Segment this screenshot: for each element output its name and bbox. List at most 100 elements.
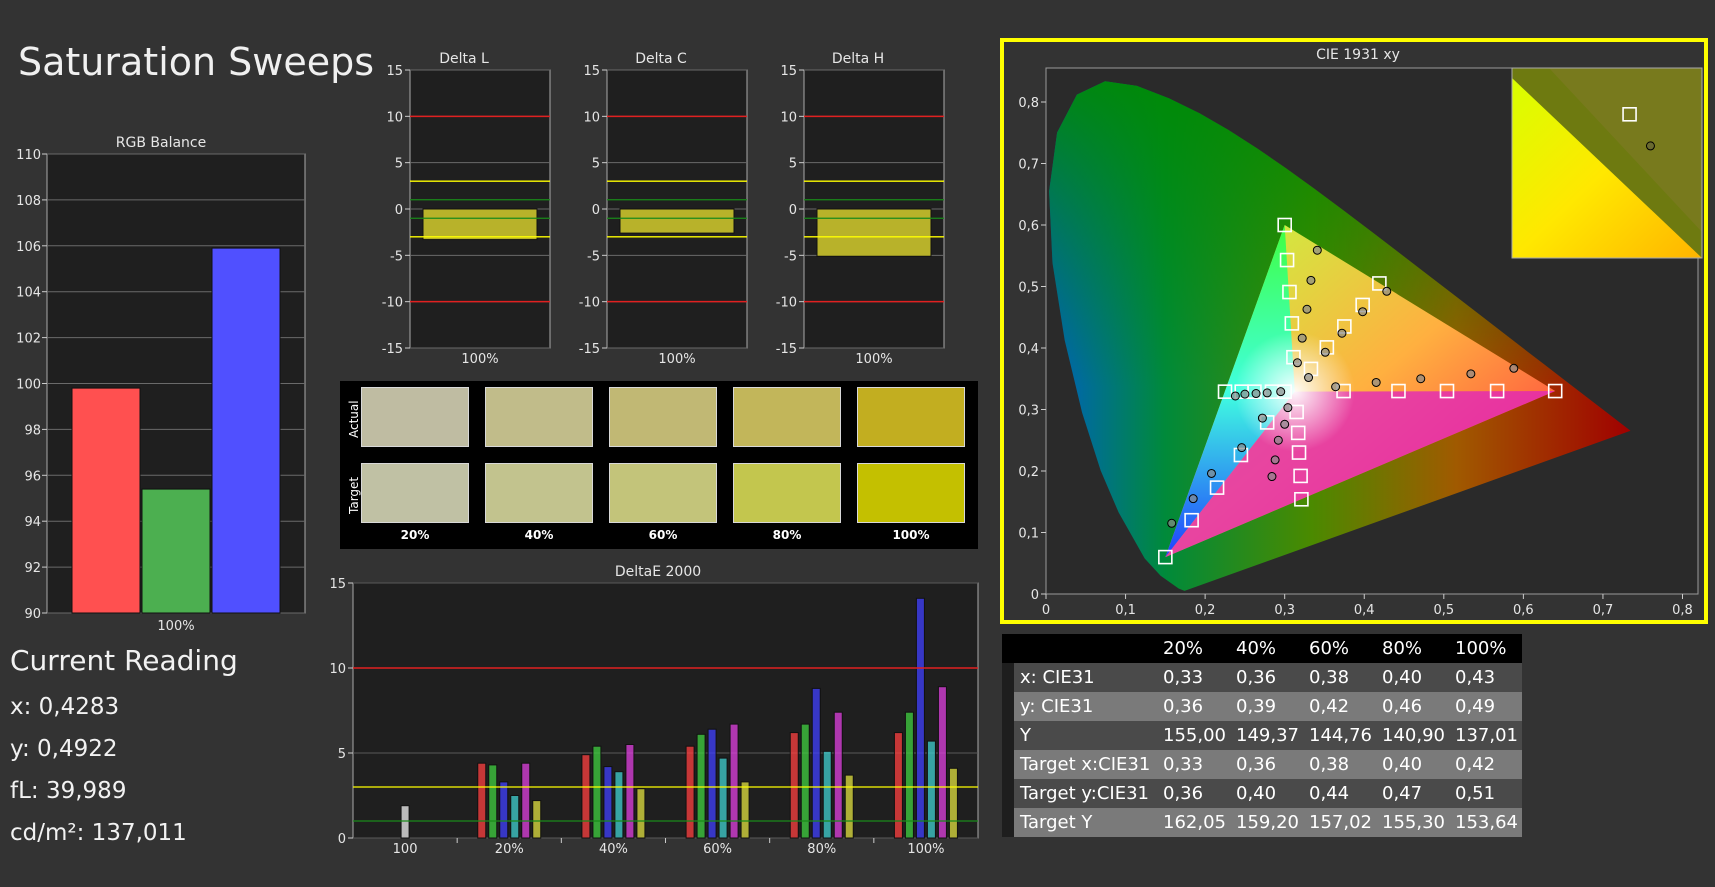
table-cell: 137,01 [1449,721,1522,750]
rgb-y-tick-label: 104 [16,286,41,301]
measurement-table: 20% 40% 60% 80% 100% x: CIE31 0,33 0,36 0,38 0,40… [1002,634,1522,837]
deltae-bar [521,762,531,839]
table-row: x: CIE31 0,33 0,36 0,38 0,40 0,43 [1002,663,1522,692]
cie-measured-marker [1358,307,1368,317]
target-swatch [857,463,965,523]
delta-y-tick-label: -10 [382,296,403,311]
cie-measured-marker [1371,377,1381,387]
cie-measured-marker [1382,286,1392,296]
cie-inset-target-marker [1622,107,1637,122]
delta-y-tick-label: 15 [583,64,600,79]
delta-l-title: Delta L [439,51,489,67]
rgb-balance-title: RGB Balance [116,135,206,151]
table-cell: 0,40 [1376,750,1449,779]
cie-measured-marker [1273,435,1283,445]
deltae-bar [625,744,635,839]
cie-inset-frame [1511,67,1703,259]
delta-category-label: 100% [461,352,498,367]
cie-target-marker [1547,383,1563,399]
table-cell: 0,36 [1230,750,1303,779]
table-cell: 155,30 [1376,808,1449,837]
table-cell: 0,51 [1449,779,1522,808]
delta-y-tick-label: -5 [784,249,797,264]
cie-y-tick-label: 0,7 [1018,158,1039,173]
deltae-category-label: 80% [807,842,836,857]
deltae-bar [532,800,542,839]
cie-x-tick-label: 0,3 [1274,603,1295,618]
deltae-bar [729,723,739,839]
cie-target-marker [1217,384,1233,399]
cie-measured-marker [1270,455,1280,465]
actual-swatch [361,387,469,447]
cie-target-marker [1284,316,1300,331]
swatch-column-label: 80% [772,528,802,542]
reading-fl: fL: 39,989 [10,778,127,804]
reading-cdm2: cd/m²: 137,011 [10,820,187,846]
cie-target-marker [1291,445,1307,460]
deltae-bar [800,723,810,839]
cie-1931-chart: CIE 1931 xy 0 0,1 0,2 0,3 0,4 0,5 0,6 0,7 0,8 0 0,… [1018,47,1703,618]
cie-target-marker [1294,491,1309,507]
cie-measured-marker [1167,518,1177,528]
cie-measured-marker [1267,472,1277,482]
reading-y: y: 0,4922 [10,736,118,762]
delta-h-title: Delta H [832,51,884,67]
delta-y-tick-label: 5 [789,157,797,172]
table-cell: 162,05 [1157,808,1230,837]
table-header-cell: 40% [1230,634,1303,663]
delta-y-tick-label: 15 [386,64,403,79]
cie-inset-outside [1549,68,1702,232]
table-header-cell: 100% [1449,634,1522,663]
delta-bar [816,208,932,257]
deltae-bar [510,795,520,839]
cie-x-tick-label: 0,1 [1115,603,1136,618]
table-cell: 0,39 [1230,692,1303,721]
swatch-column-label: 100% [892,528,930,542]
rgb-bar [71,387,141,614]
deltae-bar [893,732,903,839]
delta-y-tick-label: 5 [395,157,403,172]
table-cell: 0,36 [1230,663,1303,692]
deltae-y-tick-label: 0 [338,832,346,847]
swatch-row-label-target: Target [347,476,361,514]
deltae-category-label: 100% [907,842,944,857]
delta-y-tick-label: 10 [386,110,403,125]
rgb-y-tick-label: 96 [24,469,41,484]
cie-target-marker [1282,284,1297,300]
table-cell: 0,42 [1303,692,1376,721]
cie-target-marker [1259,415,1275,430]
target-swatch [485,463,593,523]
deltae-bar [488,764,498,839]
cie-x-tick-label: 0,2 [1195,603,1216,618]
table-cell: 0,38 [1303,750,1376,779]
table-cell: 0,43 [1449,663,1522,692]
deltae-bar [833,711,843,839]
table-row-label: Target x:CIE31 [1014,750,1157,779]
cie-x-tick-label: 0,7 [1593,603,1614,618]
cie-measured-marker [1416,374,1426,384]
cie-inset-measured-marker [1645,141,1655,151]
cie-measured-marker [1240,389,1250,399]
cie-measured-marker [1509,363,1519,373]
cie-inset-gamut [1512,78,1702,258]
delta-category-label: 100% [855,352,892,367]
delta-y-tick-label: -10 [776,296,797,311]
cie-target-marker [1489,383,1505,399]
delta-bar [422,208,538,241]
cie-measured-marker [1206,468,1216,478]
gamut-cyan-region [1165,225,1295,558]
cie-y-tick-label: 0,3 [1018,404,1039,419]
table-cell: 0,36 [1157,692,1230,721]
cie-measured-marker [1337,328,1347,338]
delta-y-tick-label: -10 [579,296,600,311]
table-row-label: Y [1014,721,1157,750]
cie-measured-marker [1466,369,1476,379]
cie-y-tick-label: 0,6 [1018,219,1039,234]
table-row: Target y:CIE31 0,36 0,40 0,44 0,47 0,51 [1002,779,1522,808]
table-lead-cell [1002,663,1014,692]
rgb-bar [141,488,211,614]
swatch-row-label-actual: Actual [347,400,361,438]
cie-y-tick-label: 0,4 [1018,342,1039,357]
cie-measured-marker [1292,358,1302,368]
cie-y-tick-label: 0,2 [1018,465,1039,480]
